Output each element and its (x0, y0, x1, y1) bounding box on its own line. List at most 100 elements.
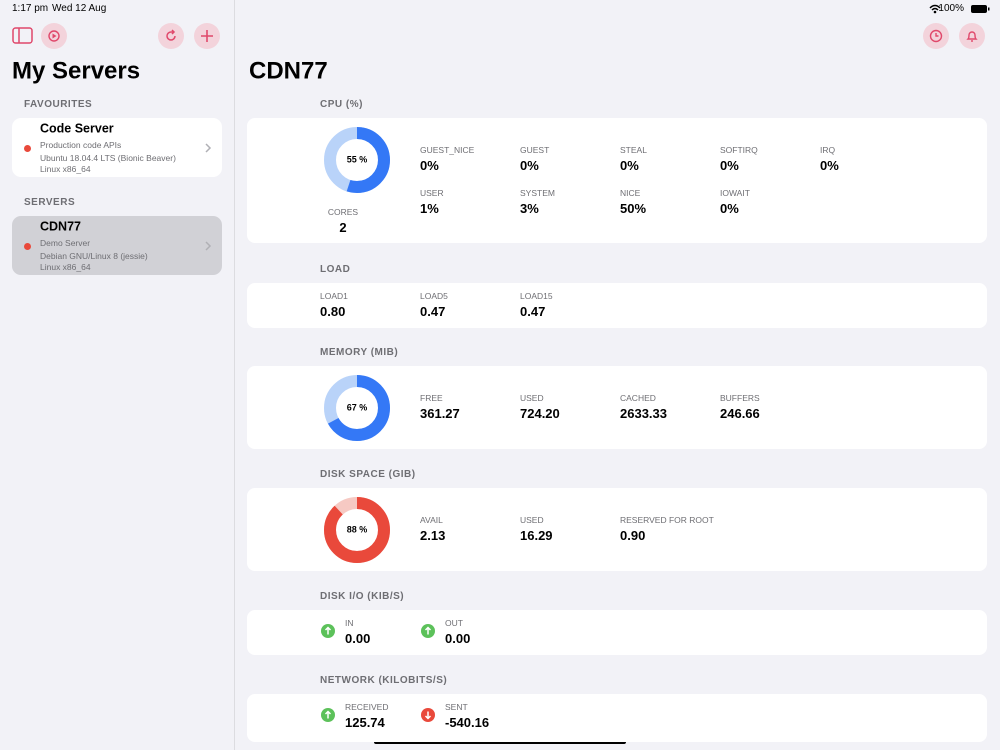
section-card (247, 283, 987, 328)
metric-label: IN (345, 617, 354, 628)
gauge-arc (324, 127, 390, 193)
sidebar (0, 0, 235, 750)
metric-label: FREE (420, 392, 443, 403)
status-icons (929, 4, 990, 14)
metric-label: SOFTIRQ (720, 144, 758, 155)
metric-label: USED (520, 392, 544, 403)
metric-label: RESERVED FOR ROOT (620, 514, 714, 525)
metric-label: LOAD1 (320, 290, 348, 301)
metric-label: SYSTEM (520, 187, 555, 198)
metric-label: SENT (445, 701, 468, 712)
metric-value: -540.16 (445, 715, 490, 731)
add-button[interactable] (194, 23, 220, 49)
server-os: Ubuntu 18.04.4 LTS (Bionic Beaver) (40, 152, 176, 163)
gauge (324, 127, 390, 193)
metric-value: 0% (720, 201, 739, 217)
metric-label: IRQ (820, 144, 836, 155)
arrow-up-icon (321, 624, 335, 638)
metric-value: 2.13 (420, 528, 446, 544)
section-header: MEMORY (MIB) (320, 347, 399, 358)
sidebar-title: My Servers (12, 57, 141, 85)
server-arch: Linux x86_64 (40, 261, 91, 272)
gauge (324, 497, 390, 563)
status-date: Wed 12 Aug (52, 3, 107, 14)
server-description: Production code APIs (40, 139, 122, 150)
server-name: Code Server (40, 121, 114, 136)
metric-label: RECEIVED (345, 701, 389, 712)
gauge-label: 55 % (346, 154, 368, 165)
metric-value: 2633.33 (620, 406, 667, 422)
status-dot (24, 243, 31, 250)
metric-label: GUEST_NICE (420, 144, 475, 155)
section-header: LOAD (320, 264, 351, 275)
metric-value: 16.29 (520, 528, 553, 544)
metric-value: 0.00 (345, 631, 371, 647)
home-indicator (374, 740, 626, 744)
chevron-path (205, 241, 212, 251)
section-card (247, 610, 987, 655)
gauge (324, 375, 390, 441)
metric-value: 50% (620, 201, 647, 217)
section-card (247, 694, 987, 742)
section-header: NETWORK (KILOBITS/S) (320, 675, 448, 686)
metric-value: 0% (420, 158, 439, 174)
metric-label: LOAD5 (420, 290, 448, 301)
icon-arrow (424, 711, 432, 720)
battery-level: 100% (938, 3, 964, 14)
metric-label: GUEST (520, 144, 550, 155)
arrow-up-icon (421, 624, 435, 638)
section-header: SERVERS (24, 197, 76, 208)
section-header: FAVOURITES (24, 99, 93, 110)
arrow-down-icon (421, 708, 435, 722)
metric-value: 0% (820, 158, 839, 174)
section-header: CPU (%) (320, 99, 363, 110)
icon-arrow (324, 710, 332, 719)
metric-label: LOAD15 (520, 290, 553, 301)
metric-value: 0.90 (620, 528, 646, 544)
metric-label: CORES (327, 206, 359, 217)
metric-value: 2 (339, 220, 347, 236)
section-header: DISK I/O (KIB/S) (320, 591, 405, 602)
history-button[interactable] (923, 23, 949, 49)
metric-value: 361.27 (420, 406, 460, 422)
section-header: DISK SPACE (GIB) (320, 469, 416, 480)
metric-value: 0.47 (420, 304, 446, 320)
metric-label: IOWAIT (720, 187, 750, 198)
gauge-label: 67 % (346, 402, 368, 413)
status-dot (24, 145, 31, 152)
metric-label: BUFFERS (720, 392, 760, 403)
server-name: CDN77 (40, 219, 81, 234)
play-button[interactable] (41, 23, 67, 49)
server-row[interactable] (12, 216, 222, 275)
arrow-up-icon (321, 708, 335, 722)
detail-title: CDN77 (249, 57, 328, 85)
chevron (205, 241, 212, 251)
metric-label: OUT (445, 617, 463, 628)
metric-value: 0% (620, 158, 639, 174)
metric-value: 0.00 (445, 631, 471, 647)
metric-value: 724.20 (520, 406, 560, 422)
gauge-label: 88 % (346, 524, 368, 535)
icon-arrow (324, 626, 332, 635)
refresh-button[interactable] (158, 23, 184, 49)
metric-value: 0% (720, 158, 739, 174)
metric-value: 0.80 (320, 304, 346, 320)
server-arch: Linux x86_64 (40, 163, 91, 174)
metric-label: CACHED (620, 392, 656, 403)
server-description: Demo Server (40, 237, 91, 248)
metric-value: 1% (420, 201, 439, 217)
server-os: Debian GNU/Linux 8 (jessie) (40, 250, 148, 261)
metric-value: 125.74 (345, 715, 385, 731)
server-row[interactable] (12, 118, 222, 177)
metric-value: 0% (520, 158, 539, 174)
gauge-arc (324, 497, 390, 563)
alerts-button[interactable] (959, 23, 985, 49)
icon-arrow (424, 626, 432, 635)
metric-label: NICE (620, 187, 641, 198)
chevron-path (205, 143, 212, 153)
metric-value: 3% (520, 201, 539, 217)
sidebar-toggle[interactable] (12, 27, 34, 45)
metric-label: USER (420, 187, 444, 198)
status-time: 1:17 pm (12, 3, 49, 14)
